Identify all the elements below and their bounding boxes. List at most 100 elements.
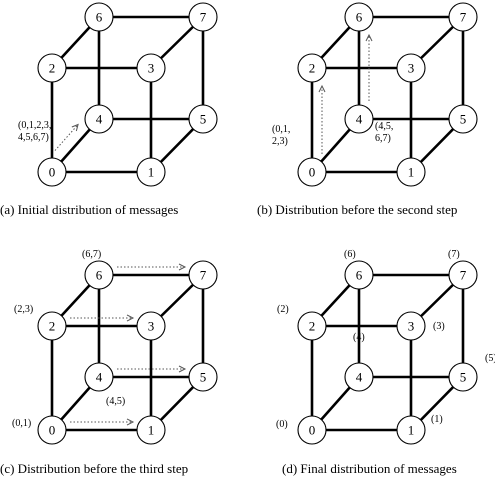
node-circle [297,415,327,445]
node-3: 3 [396,311,426,341]
message-label-0: (0,1, [272,124,290,135]
node-circle [344,104,374,134]
node-circle [136,157,166,187]
node-label: 7 [200,268,207,283]
node-label: 3 [148,319,155,334]
arrow-0-4 [54,124,79,151]
arrowhead-0-1 [126,418,135,426]
node-circle [188,362,218,392]
node-0: 0 [297,157,327,187]
node-7: 7 [448,2,478,32]
node-label: 3 [408,61,415,76]
arrowhead-6-7 [178,263,187,271]
node-circle [344,2,374,32]
panel-caption: (a) Initial distribution of messages [0,202,178,217]
node-circle [396,157,426,187]
node-circle [37,53,67,83]
message-label-4: (4) [353,332,365,343]
node-circle [448,2,478,32]
node-5: 5 [188,104,218,134]
arrowhead-0-2 [318,84,326,93]
node-label: 7 [200,10,207,25]
node-label: 6 [356,268,363,283]
node-7: 7 [188,2,218,32]
node-3: 3 [136,53,166,83]
node-0: 0 [37,415,67,445]
node-circle [297,53,327,83]
node-label: 1 [148,165,155,180]
node-label: 5 [200,370,207,385]
node-label: 6 [96,268,103,283]
node-3: 3 [136,311,166,341]
node-4: 4 [84,362,114,392]
node-circle [136,311,166,341]
message-label-2: (2) [277,304,289,315]
arrowhead-2-3 [126,314,135,322]
node-circle [188,2,218,32]
node-label: 4 [96,370,103,385]
node-label: 5 [460,370,467,385]
node-1: 1 [396,415,426,445]
message-label-2: (2,3) [14,304,33,315]
message-label-4: (4,5, [375,121,393,132]
node-circle [37,311,67,341]
node-2: 2 [37,311,67,341]
message-label-0: (0) [276,419,288,430]
message-label-0: (0,1,2,3, [18,120,51,131]
node-5: 5 [448,104,478,134]
node-circle [37,415,67,445]
node-label: 0 [309,165,316,180]
node-circle [37,157,67,187]
node-7: 7 [448,260,478,290]
node-2: 2 [297,311,327,341]
node-6: 6 [344,2,374,32]
node-2: 2 [297,53,327,83]
panel-caption: (b) Distribution before the second step [257,202,457,217]
node-label: 5 [460,112,467,127]
node-label: 7 [460,10,467,25]
node-4: 4 [344,362,374,392]
arrowhead-4-5 [178,365,187,373]
node-label: 7 [460,268,467,283]
node-label: 1 [408,165,415,180]
node-circle [396,311,426,341]
node-circle [188,260,218,290]
node-label: 2 [309,61,316,76]
node-circle [84,362,114,392]
node-label: 3 [148,61,155,76]
node-label: 5 [200,112,207,127]
message-label-3: (3) [433,321,445,332]
node-label: 1 [148,423,155,438]
node-label: 4 [356,370,363,385]
node-5: 5 [188,362,218,392]
panel-b: 0 1 2 3 4 5 6 7 (0,1,2,3) (4,5,6,7) [272,2,478,187]
panel-a: 0 1 2 3 4 5 6 7 (0,1,2,3,4,5,6,7) [18,2,218,187]
node-3: 3 [396,53,426,83]
arrowhead-4-6 [365,33,373,42]
message-label-6: (6,7) [82,249,101,260]
node-label: 4 [356,112,363,127]
node-label: 6 [356,10,363,25]
panel-caption: (c) Distribution before the third step [0,461,188,476]
node-circle [448,260,478,290]
node-label: 0 [49,423,56,438]
node-label: 2 [49,61,56,76]
node-circle [396,415,426,445]
node-6: 6 [84,260,114,290]
panel-d: 0 1 2 3 4 5 6 7 (0) (1) (2) (3) (4) (5) (6) (7) [276,249,495,445]
node-circle [84,260,114,290]
node-label: 2 [309,319,316,334]
node-circle [297,311,327,341]
message-label-0: (0,1) [12,418,31,429]
node-6: 6 [344,260,374,290]
node-label: 3 [408,319,415,334]
node-circle [448,362,478,392]
node-6: 6 [84,2,114,32]
node-circle [136,53,166,83]
node-7: 7 [188,260,218,290]
node-1: 1 [136,415,166,445]
arrowhead-0-4 [71,123,79,132]
node-4: 4 [344,104,374,134]
message-label-4: 6,7) [375,133,391,144]
